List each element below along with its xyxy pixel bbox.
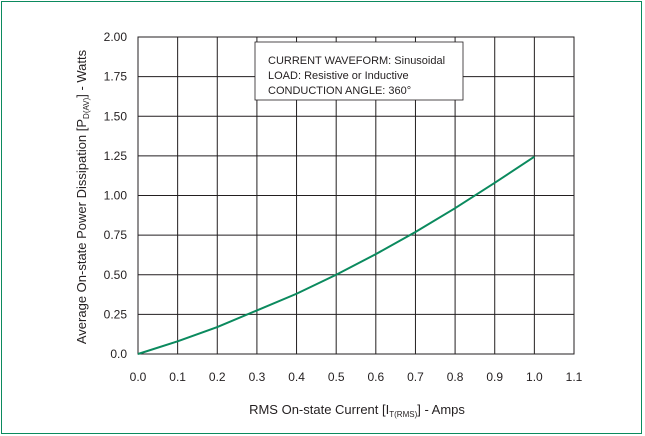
x-axis-label: RMS On-state Current [IT(RMS)] - Amps bbox=[249, 402, 465, 419]
power-curve bbox=[137, 155, 535, 355]
y-tick-label-5: 1.25 bbox=[104, 149, 128, 163]
x-tick-label-2: 0.2 bbox=[209, 370, 226, 384]
x-tick-label-6: 0.6 bbox=[367, 370, 384, 384]
y-tick-label-0: 0.0 bbox=[110, 347, 127, 361]
y-tick-label-8: 2.00 bbox=[104, 30, 128, 44]
x-tick-labels: 0.0 0.1 0.2 0.3 0.4 0.5 0.6 0.7 0.8 0.9 1.0 1.1 bbox=[130, 370, 583, 384]
x-tick-label-9: 0.9 bbox=[486, 370, 503, 384]
x-tick-label-7: 0.7 bbox=[407, 370, 424, 384]
y-tick-label-6: 1.50 bbox=[104, 109, 128, 123]
x-tick-label-5: 0.5 bbox=[328, 370, 345, 384]
x-tick-label-11: 1.1 bbox=[566, 370, 583, 384]
x-tick-label-0: 0.0 bbox=[130, 370, 147, 384]
y-tick-label-2: 0.50 bbox=[104, 268, 128, 282]
y-tick-label-4: 1.00 bbox=[104, 189, 128, 203]
annotation-load: LOAD: Resistive or Inductive bbox=[268, 70, 409, 82]
annotation-conduction-angle: CONDUCTION ANGLE: 360° bbox=[268, 85, 411, 97]
x-tick-label-3: 0.3 bbox=[249, 370, 266, 384]
x-tick-label-4: 0.4 bbox=[288, 370, 305, 384]
annotation-box: CURRENT WAVEFORM: Sinusoidal LOAD: Resis… bbox=[254, 41, 464, 101]
y-tick-labels: 0.0 0.25 0.50 0.75 1.00 1.25 1.50 1.75 2.00 bbox=[104, 30, 128, 361]
y-tick-label-3: 0.75 bbox=[104, 228, 128, 242]
x-tick-label-8: 0.8 bbox=[447, 370, 464, 384]
x-tick-label-10: 1.0 bbox=[526, 370, 543, 384]
plot-border bbox=[137, 36, 575, 355]
annotation-waveform: CURRENT WAVEFORM: Sinusoidal bbox=[268, 55, 445, 67]
y-tick-label-1: 0.25 bbox=[104, 307, 128, 321]
x-tick-label-1: 0.1 bbox=[169, 370, 186, 384]
y-tick-label-7: 1.75 bbox=[104, 70, 128, 84]
y-axis-label: Average On-state Power Dissipation [PD(A… bbox=[74, 49, 91, 344]
